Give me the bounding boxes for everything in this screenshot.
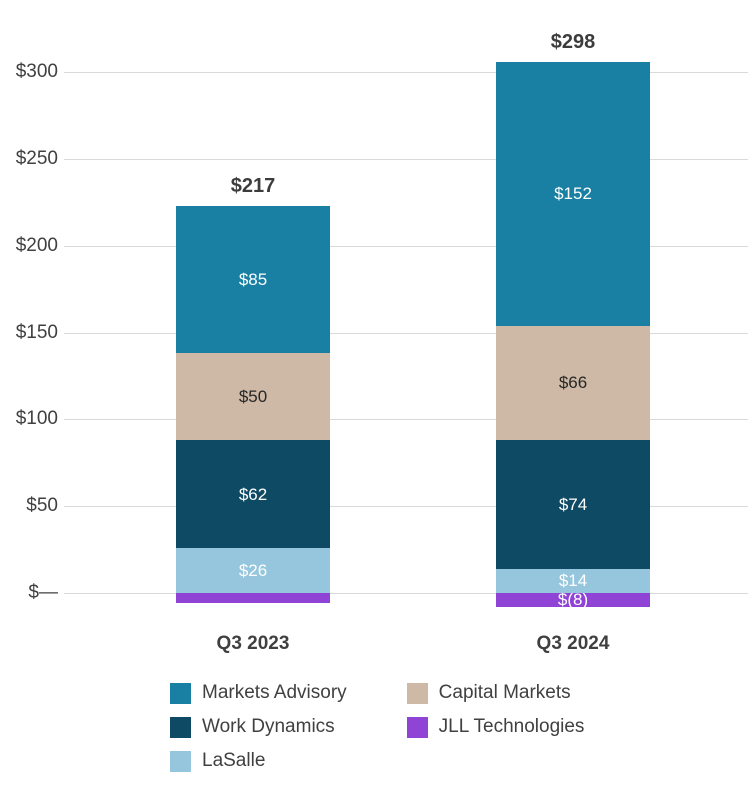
bar-segment: $50 [176, 353, 330, 441]
bar-segment-label: $62 [238, 484, 268, 504]
legend-item: LaSalle [170, 749, 347, 773]
bar-segment: $(8) [496, 590, 650, 610]
legend: Markets Advisory Work Dynamics LaSalle Capi… [170, 681, 584, 773]
bar-segment: $152 [496, 61, 650, 326]
stacked-bar-chart: $— $50 $100 $150 $200 $250 $300 $26 $62 $50 $85 $21… [15, 30, 748, 654]
y-tick-label: $150 [15, 321, 58, 343]
y-tick-label: $200 [15, 234, 58, 256]
y-tick-label: $— [28, 582, 58, 603]
gridline [64, 593, 748, 594]
bar-segment-label: $66 [558, 373, 588, 393]
bar-total-label: $298 [550, 30, 596, 53]
y-tick-label: $250 [15, 147, 58, 169]
bar-segment: $74 [496, 440, 650, 569]
y-tick-label: $50 [26, 495, 58, 517]
bar-segment [176, 593, 330, 604]
legend-swatch [406, 682, 428, 704]
x-category-label: Q3 2023 [216, 633, 290, 654]
legend-label: LaSalle [202, 750, 266, 771]
legend-item: JLL Technologies [406, 715, 585, 739]
x-category-label: Q3 2024 [536, 633, 610, 654]
y-tick-label: $300 [15, 61, 58, 82]
legend-item: Markets Advisory [170, 681, 347, 705]
bar-segment: $26 [176, 547, 330, 593]
legend-item: Work Dynamics [170, 715, 347, 739]
bar-segment-label: $152 [554, 184, 592, 204]
bar-total-label: $217 [230, 174, 276, 197]
gridline [64, 419, 748, 421]
bar-segment: $85 [176, 205, 330, 354]
legend-swatch [170, 716, 191, 738]
legend-swatch [170, 750, 191, 772]
legend-label: Capital Markets [438, 682, 571, 703]
bar-segment-label: $50 [238, 387, 268, 407]
legend-label: Markets Advisory [202, 682, 347, 703]
bar-segment: $14 [496, 568, 650, 593]
legend-swatch [170, 682, 191, 704]
gridline [64, 158, 748, 160]
bar-segment: $62 [176, 440, 330, 548]
gridline [64, 506, 748, 508]
legend-swatch [406, 716, 428, 738]
bar-segment-label: $(8) [557, 590, 589, 610]
legend-item: Capital Markets [406, 681, 585, 705]
bar-segment-label: $74 [558, 494, 588, 514]
bar-segment-label: $85 [238, 270, 268, 290]
gridline [64, 332, 748, 334]
gridline [64, 72, 748, 73]
bar-segment-label: $26 [238, 560, 268, 580]
legend-label: Work Dynamics [202, 716, 335, 737]
bar-segment: $66 [496, 325, 650, 441]
y-tick-label: $100 [15, 408, 58, 430]
bar-segment-label: $14 [558, 571, 588, 591]
gridline [64, 245, 748, 247]
legend-label: JLL Technologies [438, 716, 585, 737]
